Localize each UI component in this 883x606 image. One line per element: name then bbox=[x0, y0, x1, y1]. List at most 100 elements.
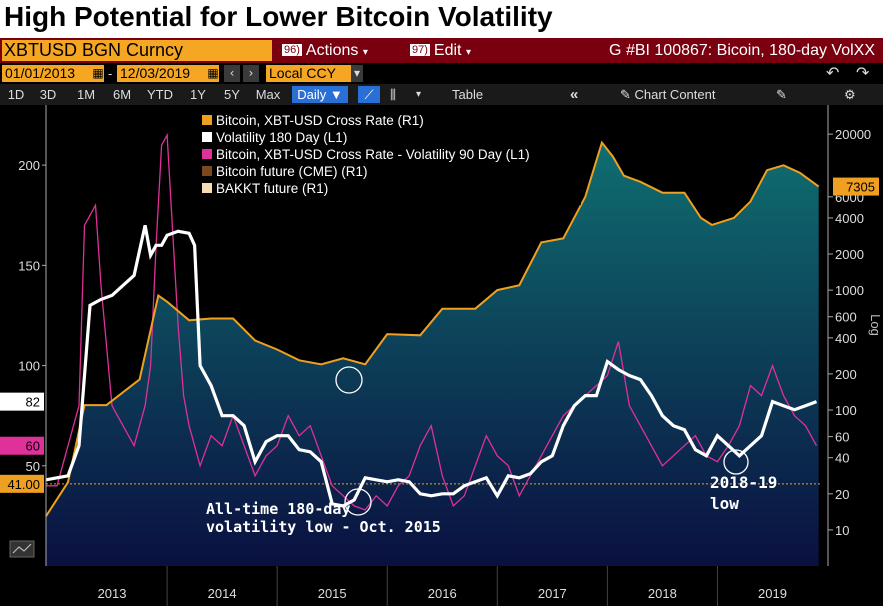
left-tick-label: 150 bbox=[18, 258, 40, 273]
collapse-icon[interactable]: « bbox=[570, 86, 579, 103]
edit-icon: ✎ bbox=[620, 87, 631, 102]
x-tick-label: 2014 bbox=[208, 586, 237, 601]
prev-arrow-icon[interactable]: ‹ bbox=[224, 65, 240, 82]
annotation-alltime-low-line2: volatility low - Oct. 2015 bbox=[206, 518, 441, 536]
edit-menu-button[interactable]: 97) Edit ▾ bbox=[410, 41, 471, 60]
price-line bbox=[45, 140, 820, 517]
frequency-label: Daily bbox=[297, 87, 327, 102]
vol-low-circle-marker bbox=[344, 488, 372, 516]
threshold-value: 41.00 bbox=[7, 477, 40, 492]
log-scale-label: Log bbox=[868, 314, 883, 336]
table-button[interactable]: Table bbox=[452, 87, 484, 102]
vol180-last-value: 82 bbox=[26, 395, 40, 410]
right-tick-label: 60 bbox=[835, 430, 849, 445]
right-tick-label: 20 bbox=[835, 487, 849, 502]
legend-swatch bbox=[202, 183, 212, 193]
chevron-down-icon: ▾ bbox=[465, 47, 471, 58]
price-last-value-box bbox=[833, 177, 879, 196]
x-tick-label: 2017 bbox=[538, 586, 567, 601]
right-tick-label: 40 bbox=[835, 451, 849, 466]
currency-select[interactable]: Local CCY bbox=[266, 65, 351, 82]
price-area bbox=[46, 142, 819, 566]
right-tick-label: 20000 bbox=[835, 127, 871, 142]
period-1m[interactable]: 1M bbox=[76, 87, 96, 102]
vol90-line bbox=[46, 132, 818, 511]
annotation-2018-low-line1: 2018-19 bbox=[710, 473, 777, 492]
legend-swatch bbox=[202, 166, 212, 176]
price-circle-marker bbox=[335, 366, 363, 394]
chart-content-label: Chart Content bbox=[634, 87, 716, 102]
vol90-last-value-box bbox=[0, 436, 44, 455]
period-1d[interactable]: 1D bbox=[7, 87, 25, 102]
end-date-field[interactable]: 12/03/2019 bbox=[117, 65, 208, 82]
settings-gear-icon[interactable]: ⚙ bbox=[844, 87, 856, 102]
edit-label: Edit bbox=[433, 42, 462, 59]
edit-shortcut: 97) bbox=[410, 44, 430, 56]
chart-title: High Potential for Lower Bitcoin Volatil… bbox=[4, 1, 553, 32]
legend-label: BAKKT future (R1) bbox=[216, 181, 328, 196]
title-bar: High Potential for Lower Bitcoin Volatil… bbox=[0, 0, 883, 38]
period-1y[interactable]: 1Y bbox=[190, 87, 206, 102]
left-tick-label: 50 bbox=[26, 459, 40, 474]
right-tick-label: 100 bbox=[835, 403, 857, 418]
annotation-2018-low-line2: low bbox=[710, 494, 739, 513]
legend-swatch bbox=[202, 149, 212, 159]
left-tick-label: 100 bbox=[18, 359, 40, 374]
period-5y[interactable]: 5Y bbox=[224, 87, 240, 102]
legend-box bbox=[197, 112, 581, 205]
bar-chart-icon[interactable]: ⫼ bbox=[390, 87, 396, 102]
legend-label: Bitcoin, XBT-USD Cross Rate - Volatility… bbox=[216, 147, 530, 162]
start-date-field[interactable]: 01/01/2013 bbox=[2, 65, 93, 82]
legend-label: Bitcoin future (CME) (R1) bbox=[216, 164, 368, 179]
line-chart-icon[interactable]: ⟋ bbox=[358, 86, 380, 103]
frequency-select[interactable]: Daily ▼ bbox=[292, 86, 348, 103]
actions-label: Actions bbox=[305, 42, 359, 59]
calendar-icon[interactable]: ▦ bbox=[92, 65, 104, 82]
chevron-down-icon[interactable]: ▾ bbox=[416, 89, 422, 100]
legend-swatch bbox=[202, 132, 212, 142]
right-tick-label: 200 bbox=[835, 367, 857, 382]
annotation-alltime-low-line1: All-time 180-day bbox=[206, 500, 351, 518]
period-3d[interactable]: 3D bbox=[39, 87, 57, 102]
date-bar bbox=[0, 63, 883, 84]
annotate-icon[interactable]: ✎ bbox=[776, 87, 787, 102]
low-2018-circle-marker bbox=[723, 449, 749, 475]
vol180-line bbox=[45, 224, 818, 508]
x-axis-band bbox=[0, 566, 883, 606]
chart-svg: 2013 2014 2015 2016 2017 2018 2019 50 100 150 200 1… bbox=[0, 105, 883, 606]
right-tick-label: 600 bbox=[835, 310, 857, 325]
right-tick-label: 1000 bbox=[835, 283, 864, 298]
threshold-value-box bbox=[0, 474, 44, 493]
vol180-last-value-box bbox=[0, 392, 44, 411]
x-tick-label: 2013 bbox=[98, 586, 127, 601]
period-ytd[interactable]: YTD bbox=[147, 87, 173, 102]
actions-menu-button[interactable]: 96) Actions ▾ bbox=[282, 41, 368, 60]
vol90-last-value: 60 bbox=[26, 439, 40, 454]
x-tick-label: 2019 bbox=[758, 586, 787, 601]
legend-swatch bbox=[202, 115, 212, 125]
redo-icon[interactable]: ↷ bbox=[856, 65, 870, 82]
x-tick-label: 2016 bbox=[428, 586, 457, 601]
security-field[interactable]: XBTUSD BGN Curncy bbox=[2, 40, 272, 61]
chart-content-button[interactable]: ✎ Chart Content bbox=[620, 86, 715, 103]
chart-type-icon-glyph bbox=[12, 543, 32, 554]
legend-label: Volatility 180 Day (L1) bbox=[216, 130, 347, 145]
right-tick-label: 400 bbox=[835, 331, 857, 346]
graph-title: G #BI 100867: Bicoin, 180-day VolXX bbox=[609, 42, 875, 59]
x-tick-label: 2015 bbox=[318, 586, 347, 601]
chevron-down-icon: ▾ bbox=[362, 47, 368, 58]
period-bar bbox=[0, 84, 883, 105]
calendar-icon[interactable]: ▦ bbox=[207, 65, 219, 82]
undo-icon[interactable]: ↶ bbox=[826, 65, 840, 82]
period-max[interactable]: Max bbox=[255, 87, 281, 102]
next-arrow-icon[interactable]: › bbox=[243, 65, 259, 82]
right-tick-label: 2000 bbox=[835, 247, 864, 262]
date-separator: - bbox=[108, 66, 113, 81]
period-6m[interactable]: 6M bbox=[112, 87, 132, 102]
left-tick-label: 200 bbox=[18, 158, 40, 173]
chevron-down-icon[interactable]: ▾ bbox=[351, 65, 363, 82]
right-tick-label: 4000 bbox=[835, 211, 864, 226]
actions-shortcut: 96) bbox=[282, 44, 302, 56]
x-tick-label: 2018 bbox=[648, 586, 677, 601]
price-last-value: 7305 bbox=[846, 180, 875, 195]
